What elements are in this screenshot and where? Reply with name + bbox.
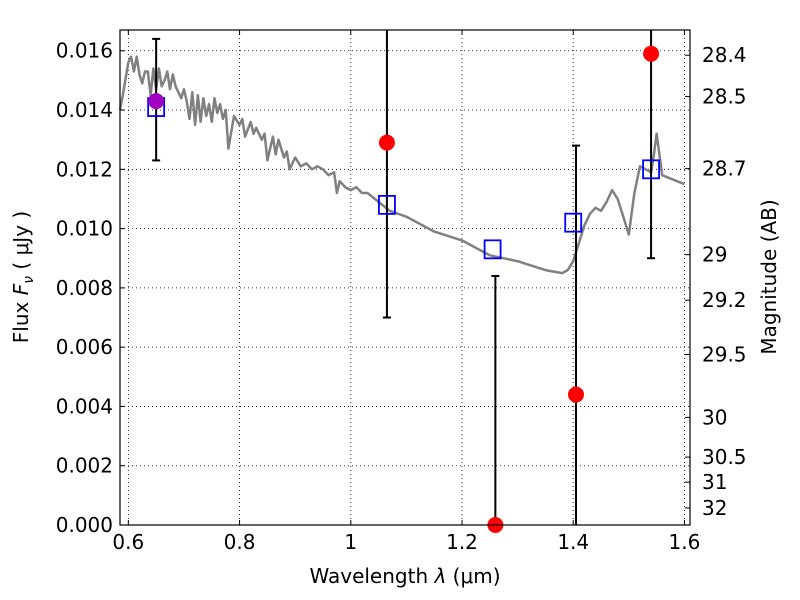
y-tick-label: 0.016: [56, 39, 113, 63]
mag-tick-label: 29: [702, 243, 727, 267]
y-tick-label: 0.002: [56, 454, 113, 478]
x-tick-label: 1.4: [557, 530, 589, 554]
mag-tick-label: 32: [702, 496, 727, 520]
mag-tick-label: 29.2: [702, 288, 747, 312]
y-tick-label: 0.004: [56, 394, 113, 418]
observed-flux-marker: [568, 386, 584, 403]
y-axis-label: Flux Fν ( μJy ): [9, 211, 37, 343]
x-tick-label: 1: [344, 530, 357, 554]
model-photometry-marker: [378, 194, 396, 215]
y-tick-labels: 0.000 0.002 0.004 0.006 0.008 0.010 0.012 0.014…: [56, 39, 113, 537]
x-tick-label: 1.6: [669, 530, 701, 554]
right-axis-label: Magnitude (AB): [757, 199, 781, 354]
mag-tick-label: 28.7: [702, 157, 747, 181]
x-axis-label: Wavelength λ (μm): [309, 564, 500, 588]
y-tick-label: 0.008: [56, 276, 113, 300]
x-tick-labels: 0.6 0.8 1 1.2 1.4 1.6: [112, 530, 700, 554]
mag-tick-label: 28.4: [702, 43, 747, 67]
observed-flux-marker: [643, 45, 660, 62]
model-photometry-marker: [483, 239, 502, 260]
x-tick-label: 1.2: [446, 530, 478, 554]
plot-area: [118, 30, 685, 533]
axis-ticks: [120, 30, 690, 526]
y-tick-label: 0.012: [56, 157, 113, 181]
model-photometry-marker: [564, 212, 583, 233]
mag-tick-label: 31: [702, 470, 727, 494]
observed-flux-marker: [148, 93, 165, 110]
model-photometry-marker: [642, 159, 660, 180]
x-tick-label: 0.8: [224, 530, 256, 554]
x-tick-label: 0.6: [112, 530, 144, 554]
mag-tick-label: 30: [702, 405, 727, 429]
y-tick-label: 0.006: [56, 335, 113, 359]
mag-tick-label: 28.5: [702, 85, 747, 109]
observed-flux-marker: [378, 134, 395, 151]
y-tick-label: 0.010: [56, 217, 113, 241]
mag-tick-label: 29.5: [702, 342, 747, 366]
y-tick-label: 0.000: [56, 513, 113, 537]
plot-frame: [119, 29, 691, 526]
model-spectrum-line: [118, 55, 685, 275]
mag-tick-label: 30.5: [702, 445, 747, 469]
y-tick-label: 0.014: [56, 98, 113, 122]
